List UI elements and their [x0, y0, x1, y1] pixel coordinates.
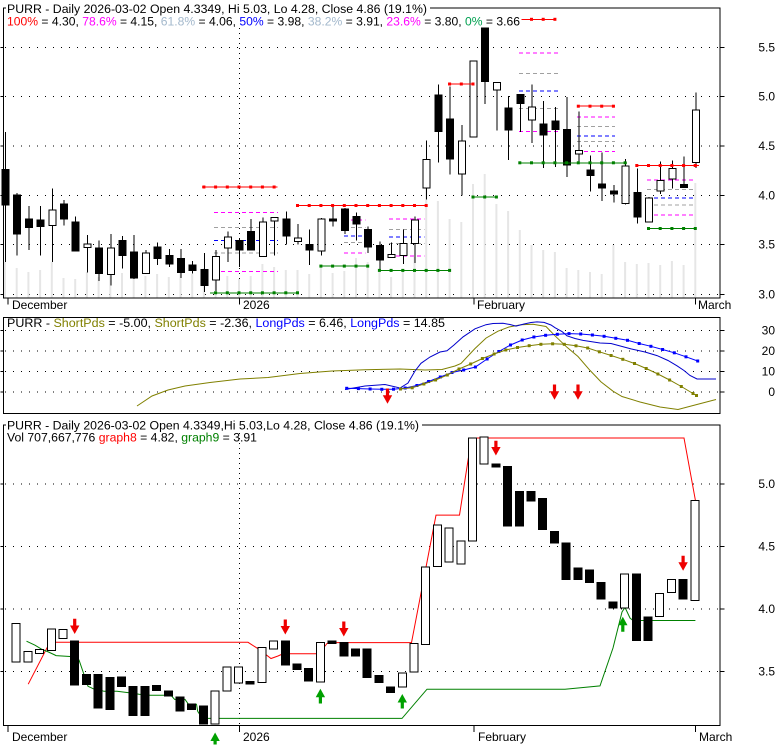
- svg-text:10: 10: [762, 365, 776, 379]
- svg-text:December: December: [12, 730, 67, 744]
- svg-text:February: February: [477, 298, 525, 312]
- svg-text:PURR - Daily 2026-03-02 Open 4: PURR - Daily 2026-03-02 Open 4.3349, Hi …: [7, 2, 427, 16]
- svg-text:4.5: 4.5: [758, 540, 775, 554]
- svg-text:2026: 2026: [243, 298, 270, 312]
- svg-text:PURR - ShortPds = -5.00, Short: PURR - ShortPds = -5.00, ShortPds = -2.3…: [7, 316, 445, 330]
- svg-text:3.5: 3.5: [758, 238, 775, 252]
- svg-text:3.5: 3.5: [758, 665, 775, 679]
- svg-text:March: March: [698, 298, 731, 312]
- svg-text:4.0: 4.0: [758, 189, 775, 203]
- svg-text:20: 20: [762, 344, 776, 358]
- svg-text:5.5: 5.5: [758, 41, 775, 55]
- svg-text:PURR - Daily 2026-03-02 Open 4: PURR - Daily 2026-03-02 Open 4.3349,Hi 5…: [7, 419, 419, 433]
- svg-text:4.0: 4.0: [758, 602, 775, 616]
- svg-text:Vol 707,667,776 graph8 = 4.82,: Vol 707,667,776 graph8 = 4.82, graph9 = …: [7, 431, 257, 445]
- svg-text:March: March: [699, 730, 732, 744]
- svg-text:February: February: [478, 730, 526, 744]
- svg-text:December: December: [12, 298, 67, 312]
- svg-text:30: 30: [762, 324, 776, 338]
- svg-text:4.5: 4.5: [758, 139, 775, 153]
- svg-text:5.0: 5.0: [758, 90, 775, 104]
- svg-text:5.0: 5.0: [758, 477, 775, 491]
- svg-text:100% = 4.30, 78.6% = 4.15, 61.: 100% = 4.30, 78.6% = 4.15, 61.8% = 4.06,…: [7, 15, 520, 29]
- svg-text:3.0: 3.0: [758, 288, 775, 302]
- svg-text:2026: 2026: [243, 730, 270, 744]
- svg-text:0: 0: [768, 385, 775, 399]
